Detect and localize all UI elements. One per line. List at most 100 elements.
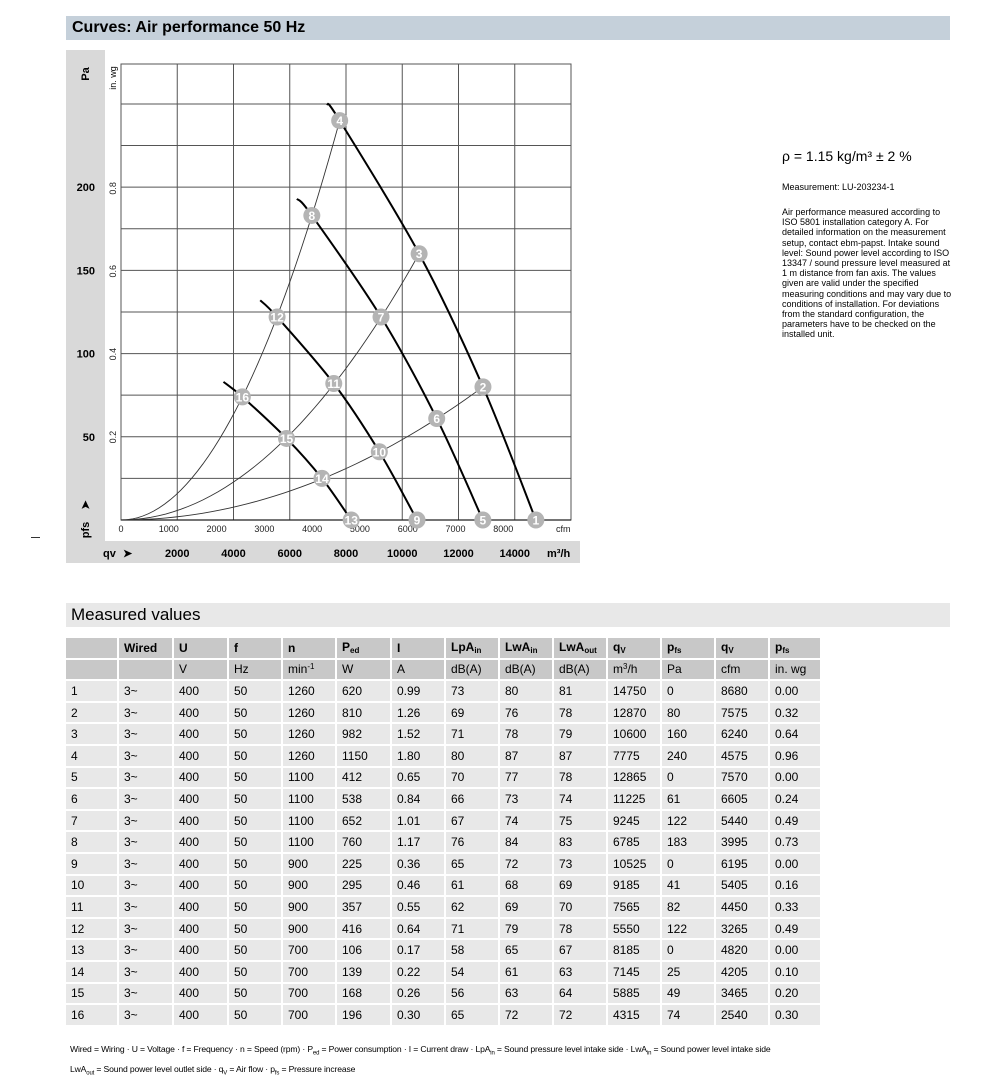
x-tick-label-cfm: 8000 [493, 524, 513, 534]
table-cell: 62 [446, 897, 498, 917]
column-unit: dB(A) [554, 659, 606, 680]
table-cell: 3~ [119, 789, 172, 809]
table-cell: 0.99 [392, 681, 444, 701]
table-row: 10 3~ 400 50 900 295 0.46 61 68 69 9185 41 5405 0.16 [66, 875, 820, 896]
table-cell: 50 [229, 681, 281, 701]
table-cell: 4575 [716, 745, 768, 766]
table-cell: 12 [66, 918, 117, 939]
table-cell: 8185 [608, 940, 660, 960]
table-cell: 58 [446, 940, 498, 960]
table-cell: 6 [66, 789, 117, 809]
table-row: 1 3~ 400 50 1260 620 0.99 73 80 81 14750 0 8680 0.00 [66, 681, 820, 701]
table-cell: 11 [66, 897, 117, 917]
table-cell: 400 [174, 1005, 227, 1025]
table-cell: 84 [500, 832, 552, 852]
table-cell: 400 [174, 983, 227, 1004]
table-cell: 982 [337, 724, 390, 744]
operating-point-label: 9 [414, 514, 421, 528]
table-cell: 80 [662, 702, 714, 723]
table-cell: 1260 [283, 702, 335, 723]
operating-point-label: 3 [416, 247, 423, 261]
table-cell: 50 [229, 810, 281, 831]
column-unit: in. wg [770, 659, 820, 680]
table-cell: 50 [229, 918, 281, 939]
column-unit: dB(A) [446, 659, 498, 680]
table-cell: 3465 [716, 983, 768, 1004]
table-cell: 2540 [716, 1005, 768, 1025]
column-header: Wired [119, 638, 172, 658]
table-cell: 80 [446, 745, 498, 766]
table-cell: 240 [662, 745, 714, 766]
operating-point-marker [372, 308, 390, 326]
column-unit: m3/h [608, 659, 660, 680]
table-cell: 183 [662, 832, 714, 852]
table-cell: 12865 [608, 767, 660, 788]
table-cell: 87 [500, 745, 552, 766]
operating-point-marker [370, 443, 388, 461]
y-tick-label-inwg: 0.8 [108, 182, 118, 195]
x-tick-label-cfm: 0 [118, 524, 123, 534]
table-cell: 0.32 [770, 702, 820, 723]
table-row: 13 3~ 400 50 700 106 0.17 58 65 67 8185 0 4820 0.00 [66, 940, 820, 960]
table-cell: 0.64 [770, 724, 820, 744]
operating-point-marker [428, 409, 446, 427]
table-cell: 295 [337, 875, 390, 896]
table-cell: 50 [229, 789, 281, 809]
column-unit: dB(A) [500, 659, 552, 680]
table-row: 8 3~ 400 50 1100 760 1.17 76 84 83 6785 183 3995 0.73 [66, 832, 820, 852]
table-cell: 69 [446, 702, 498, 723]
y-unit-label: Pa [80, 66, 92, 80]
operating-point-label: 13 [345, 514, 359, 528]
table-cell: 400 [174, 767, 227, 788]
table-cell: 0.16 [770, 875, 820, 896]
operating-point-label: 16 [236, 390, 250, 404]
y-tick-label-inwg: 0.6 [108, 265, 118, 278]
table-cell: 63 [554, 961, 606, 982]
system-curve [120, 386, 484, 521]
system-curve [120, 120, 341, 521]
table-row: 15 3~ 400 50 700 168 0.26 56 63 64 5885 49 3465 0.20 [66, 983, 820, 1004]
column-header: I [392, 638, 444, 658]
table-cell: 6195 [716, 853, 768, 874]
table-cell: 0 [662, 853, 714, 874]
operating-point-marker [342, 511, 360, 529]
operating-point-marker [408, 511, 426, 529]
column-header: qV [608, 638, 660, 658]
left-axis-band [66, 50, 105, 563]
table-cell: 70 [554, 897, 606, 917]
table-cell: 50 [229, 1005, 281, 1025]
table-cell: 69 [554, 875, 606, 896]
table-cell: 78 [554, 767, 606, 788]
legend-item: LwAin = Sound power level intake side [630, 1044, 771, 1057]
x-unit-label: m³/h [547, 548, 571, 560]
operating-point-marker [527, 511, 545, 529]
table-cell: 1100 [283, 832, 335, 852]
table-cell: 0.84 [392, 789, 444, 809]
fan-curve-900 [259, 299, 418, 521]
table-cell: 0 [662, 681, 714, 701]
table-cell: 0.10 [770, 961, 820, 982]
table-cell: 78 [554, 918, 606, 939]
table-cell: 74 [554, 789, 606, 809]
operating-point-marker [303, 206, 321, 224]
table-cell: 400 [174, 789, 227, 809]
table-cell: 4450 [716, 897, 768, 917]
table-cell: 538 [337, 789, 390, 809]
table-cell: 82 [662, 897, 714, 917]
table-cell: 79 [554, 724, 606, 744]
dash-mark [31, 537, 40, 538]
legend-item: qV = Air flow [218, 1063, 264, 1077]
table-cell: 10525 [608, 853, 660, 874]
table-cell: 0.64 [392, 918, 444, 939]
operating-point-marker [233, 388, 251, 406]
table-cell: 3~ [119, 810, 172, 831]
x-unit-secondary-label: cfm [556, 524, 571, 534]
table-cell: 400 [174, 724, 227, 744]
table-cell: 50 [229, 897, 281, 917]
legend-item: U = Voltage [131, 1044, 175, 1054]
table-cell: 700 [283, 1005, 335, 1025]
table-cell: 0.36 [392, 853, 444, 874]
table-cell: 14750 [608, 681, 660, 701]
y-tick-label: 150 [77, 265, 95, 277]
